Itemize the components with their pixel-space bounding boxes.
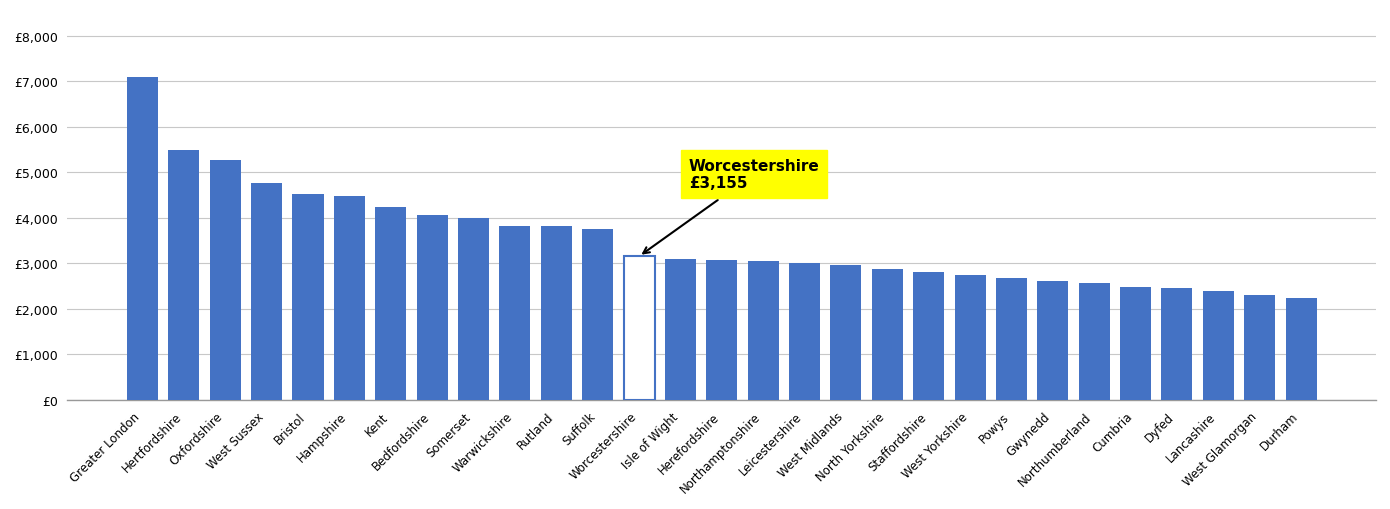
Bar [872,270,904,400]
Bar [457,219,489,400]
Bar [830,266,862,400]
Bar [126,77,158,400]
Bar [499,226,531,400]
Bar [417,215,448,400]
Bar [913,272,944,400]
Bar [292,194,324,400]
Bar [706,261,737,400]
Bar [1120,287,1151,400]
Bar [334,196,366,400]
Text: Worcestershire
£3,155: Worcestershire £3,155 [644,159,820,254]
Bar [997,278,1027,400]
Bar [1244,295,1275,400]
Bar [664,260,696,400]
Bar [790,264,820,400]
Bar [1286,299,1316,400]
Bar [624,257,655,400]
Bar [210,161,240,400]
Bar [582,230,613,400]
Bar [375,208,406,400]
Bar [168,151,199,400]
Bar [252,184,282,400]
Bar [1202,292,1234,400]
Bar [1079,284,1109,400]
Bar [1037,281,1069,400]
Bar [955,275,986,400]
Bar [748,262,778,400]
Bar [541,227,571,400]
Bar [1162,289,1193,400]
